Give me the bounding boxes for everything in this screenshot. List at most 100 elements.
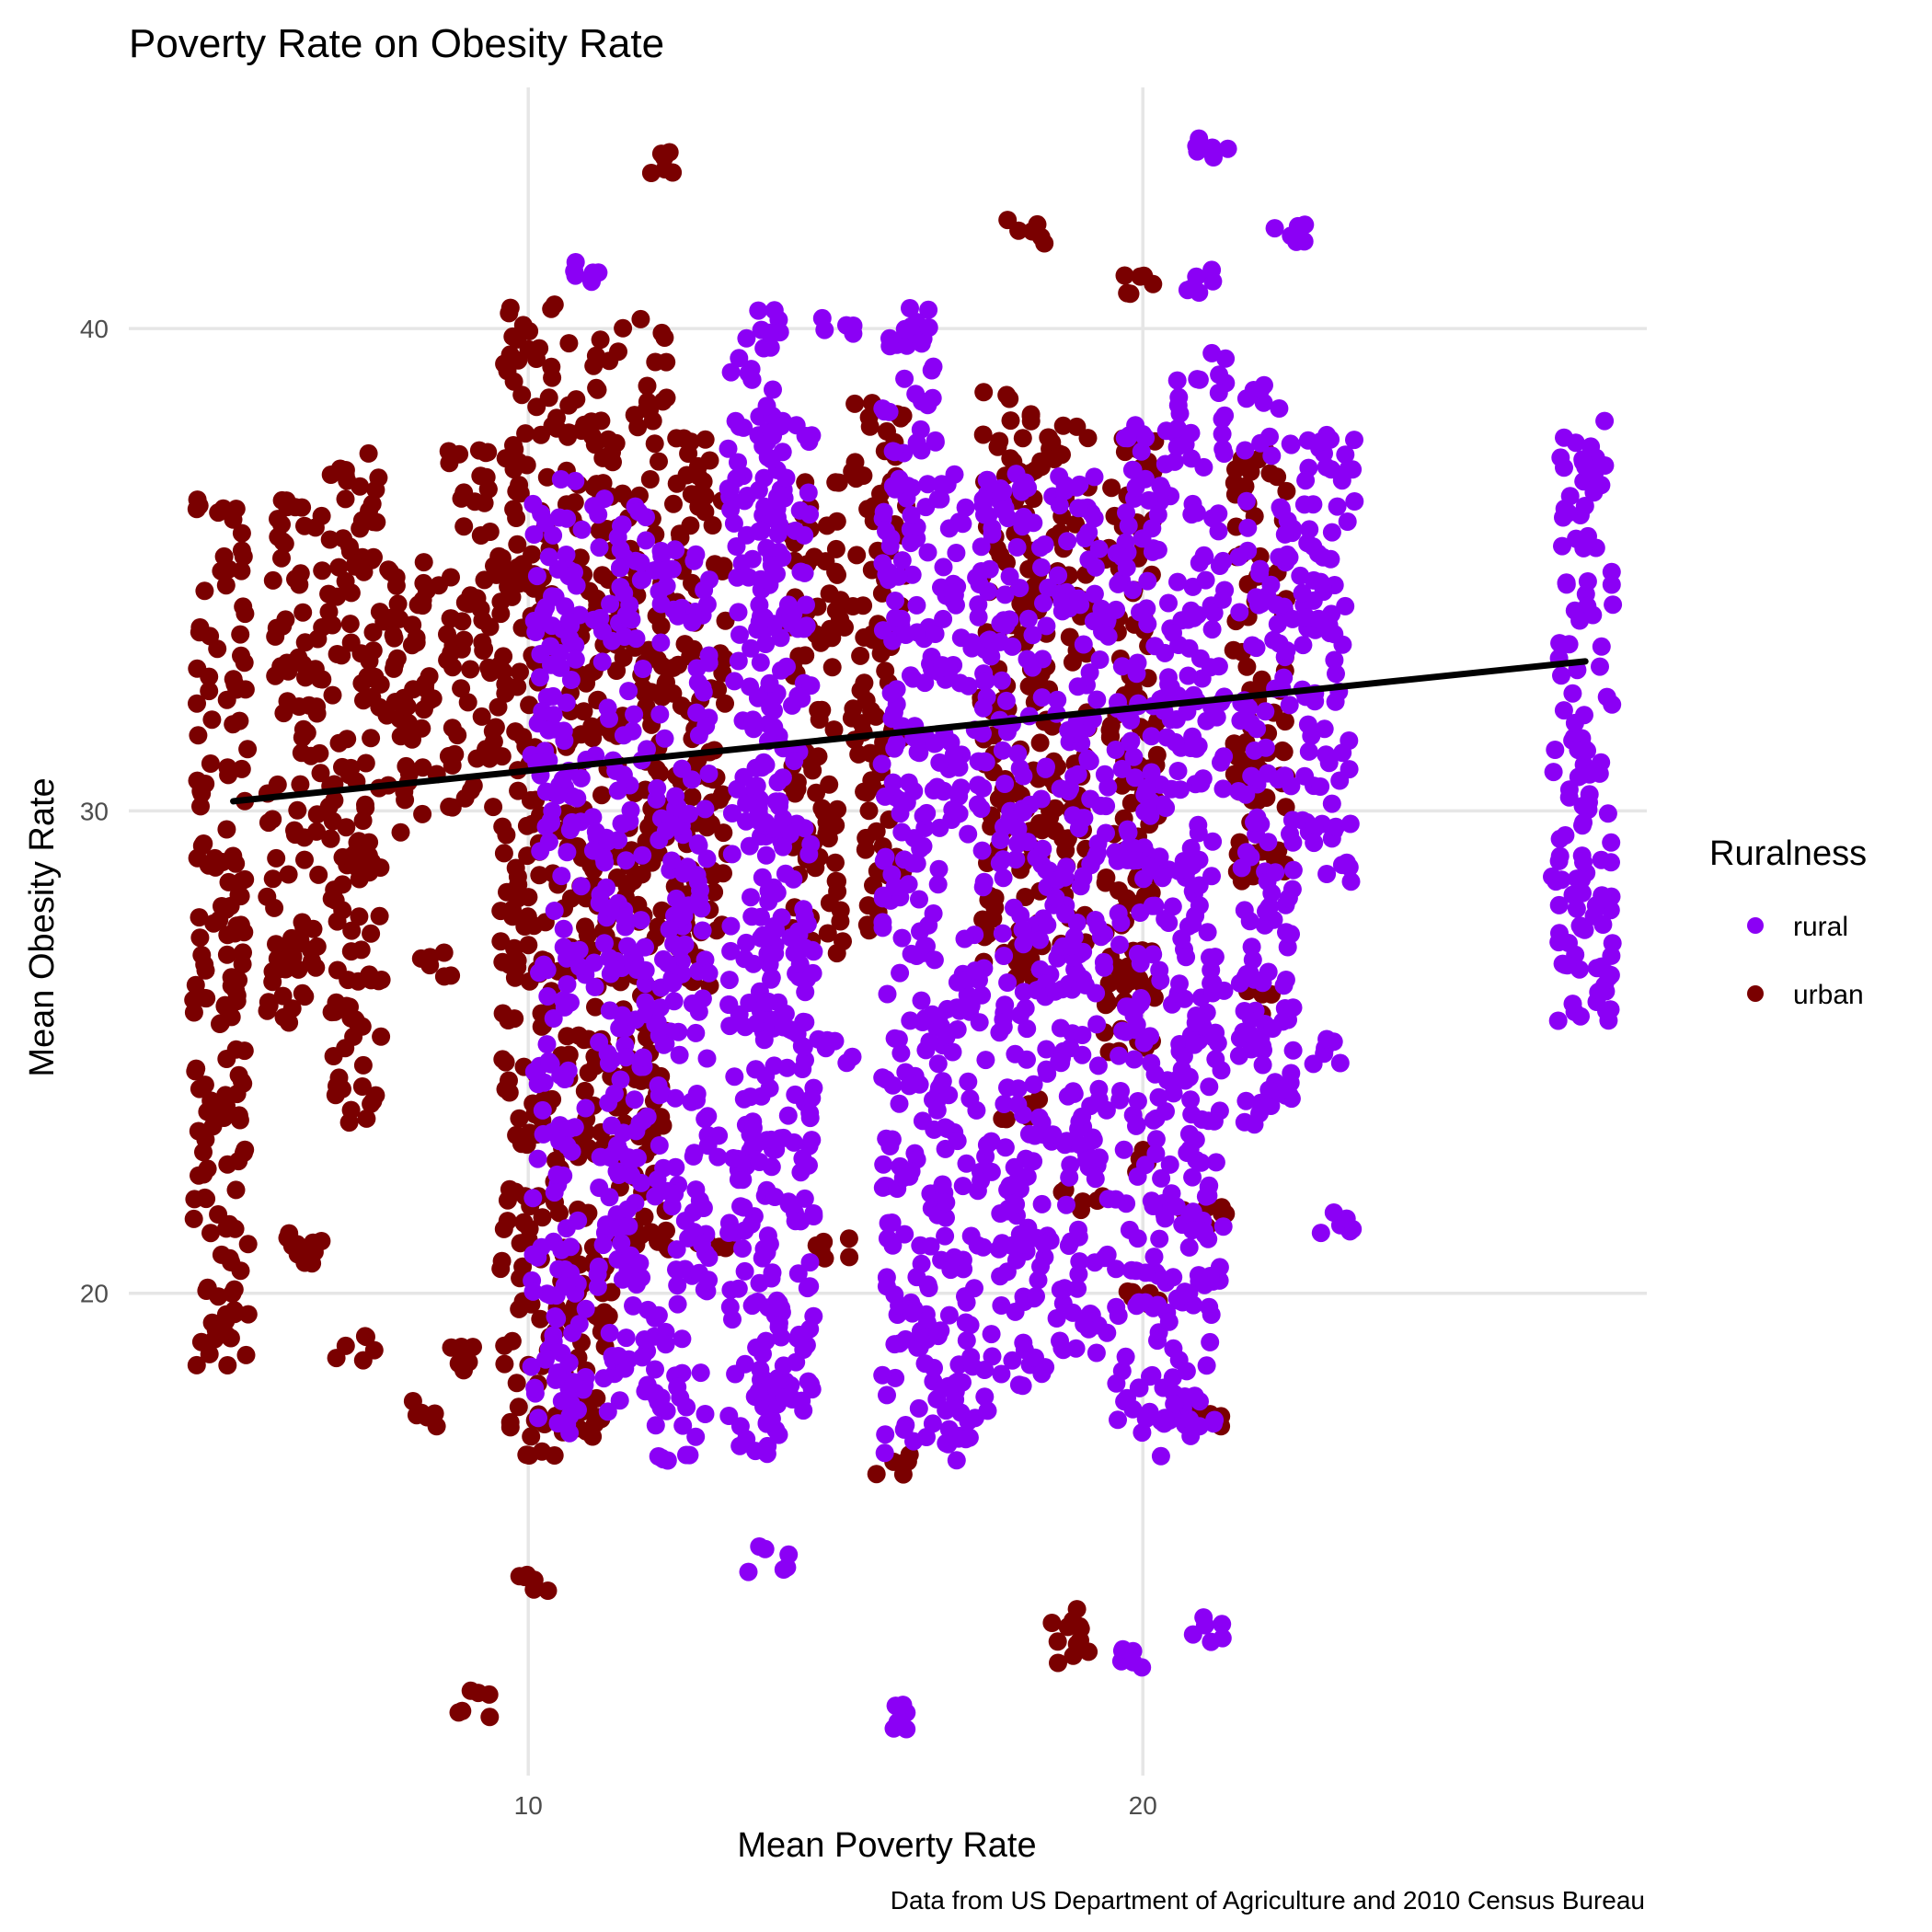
data-point-rural (612, 516, 630, 535)
data-point-rural (742, 549, 762, 569)
data-point-rural (815, 320, 834, 339)
data-point-rural (636, 960, 655, 980)
data-point-rural (1006, 1044, 1025, 1064)
data-point-rural (1311, 432, 1330, 452)
data-point-rural (1229, 547, 1248, 567)
data-point-rural (1251, 380, 1271, 399)
data-point-rural (576, 1299, 595, 1318)
data-point-rural (883, 442, 903, 461)
data-point-rural (1177, 1362, 1196, 1381)
data-point-rural (785, 944, 804, 962)
data-point-rural (1107, 1259, 1126, 1279)
data-point-rural (592, 621, 612, 640)
data-point-urban (822, 658, 842, 677)
data-point-rural (1034, 1234, 1053, 1253)
data-point-rural (778, 595, 798, 615)
data-point-rural (1110, 935, 1129, 954)
data-point-rural (1112, 657, 1132, 676)
data-point-rural (562, 787, 581, 806)
data-point-rural (965, 1409, 984, 1428)
data-point-rural (1084, 612, 1103, 631)
data-point-rural (937, 1401, 956, 1420)
data-point-rural (1572, 870, 1592, 889)
data-point-rural (616, 1048, 636, 1067)
data-point-rural (1123, 581, 1143, 600)
data-point-urban (236, 869, 255, 889)
data-point-rural (1563, 995, 1582, 1014)
data-point-rural (611, 1070, 630, 1089)
data-point-urban (640, 470, 660, 489)
data-point-rural (1161, 710, 1180, 730)
data-point-rural (590, 1032, 609, 1052)
data-point-rural (1069, 499, 1088, 518)
data-point-rural (555, 997, 574, 1017)
data-point-urban (263, 570, 282, 590)
data-point-rural (1000, 1176, 1019, 1195)
data-point-rural (1027, 1287, 1045, 1305)
data-point-rural (615, 907, 634, 926)
data-point-rural (947, 544, 966, 562)
data-point-rural (754, 1030, 774, 1050)
data-point-rural (614, 765, 633, 785)
data-point-rural (770, 792, 789, 811)
data-point-urban (442, 966, 461, 985)
data-point-urban (652, 323, 672, 342)
data-point-urban (350, 907, 369, 926)
data-point-rural (1136, 781, 1156, 800)
data-point-rural (1214, 444, 1234, 463)
data-point-rural (1552, 870, 1571, 890)
data-point-rural (1159, 914, 1179, 932)
data-point-rural (593, 1236, 613, 1255)
data-point-rural (760, 323, 779, 342)
data-point-rural (931, 489, 950, 509)
data-point-rural (1253, 1055, 1272, 1075)
data-point-rural (1159, 1312, 1179, 1331)
data-point-rural (697, 1049, 717, 1068)
data-point-rural (777, 1558, 797, 1577)
data-point-rural (1010, 579, 1029, 598)
data-point-rural (1059, 1236, 1078, 1255)
data-point-urban (362, 924, 381, 943)
data-point-urban (1241, 462, 1260, 481)
data-point-rural (1213, 409, 1232, 429)
data-point-urban (235, 1041, 254, 1061)
data-point-urban (322, 889, 341, 908)
data-point-urban (480, 523, 500, 541)
data-point-rural (878, 984, 897, 1004)
data-point-rural (1269, 770, 1288, 789)
data-point-rural (652, 561, 672, 581)
data-point-rural (943, 799, 962, 819)
data-point-rural (1604, 595, 1623, 615)
data-point-rural (1183, 856, 1202, 875)
data-point-rural (729, 603, 748, 622)
data-point-rural (619, 1216, 638, 1236)
data-point-rural (1283, 1041, 1303, 1060)
data-point-rural (1127, 1115, 1146, 1134)
data-point-rural (1070, 1252, 1089, 1271)
data-point-rural (646, 1015, 665, 1034)
data-point-urban (1009, 221, 1029, 240)
data-point-urban (297, 723, 316, 742)
data-point-rural (1127, 664, 1146, 684)
data-point-urban (591, 330, 610, 350)
data-point-rural (590, 893, 609, 913)
data-point-rural (1131, 603, 1149, 622)
data-point-rural (794, 1038, 813, 1057)
data-point-rural (1172, 929, 1191, 949)
data-point-rural (929, 1006, 949, 1026)
data-point-rural (683, 770, 701, 789)
data-point-rural (1150, 1229, 1169, 1248)
data-point-rural (547, 1165, 567, 1184)
data-point-urban (184, 1003, 203, 1022)
data-point-rural (1602, 562, 1621, 581)
data-point-rural (1141, 806, 1160, 825)
data-point-rural (1179, 1237, 1199, 1257)
data-point-rural (693, 921, 712, 940)
data-point-urban (867, 822, 886, 841)
data-point-rural (730, 417, 749, 436)
data-point-urban (651, 1108, 671, 1127)
data-point-rural (1573, 797, 1593, 815)
data-point-rural (566, 471, 585, 490)
data-point-rural (1179, 638, 1199, 658)
data-point-urban (604, 453, 622, 472)
